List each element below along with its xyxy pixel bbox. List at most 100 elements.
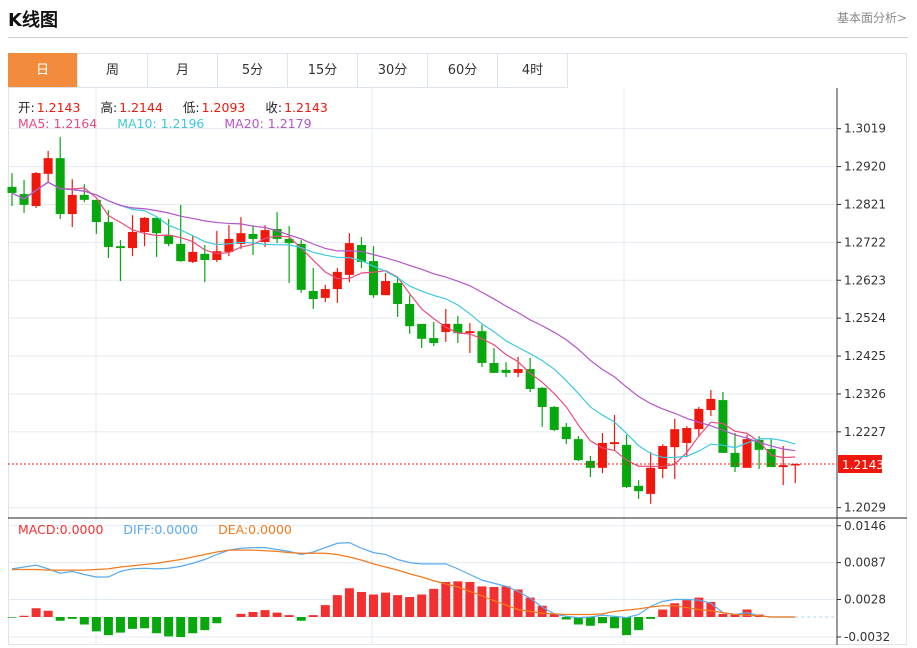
macd-bar (477, 586, 487, 617)
macd-bar (429, 588, 439, 617)
macd-bar (248, 612, 258, 617)
macd-legend: MACD:0.0000 DIFF:0.0000 DEA:0.0000 (18, 522, 294, 537)
candle-down (248, 233, 258, 239)
tab-5min[interactable]: 5分 (218, 53, 288, 88)
macd-bar (176, 617, 186, 637)
candle-down (103, 222, 113, 247)
candle-up (260, 230, 270, 242)
ma10-value: MA10: 1.2196 (117, 116, 205, 131)
macd-bar (344, 588, 354, 617)
macd-bar (682, 600, 692, 617)
current-price-badge (838, 455, 882, 473)
candle-down (55, 158, 65, 215)
candle-up (236, 233, 246, 244)
candle-down (115, 246, 125, 249)
macd-bar (670, 603, 680, 617)
fundamental-analysis-link[interactable]: 基本面分析> (836, 11, 907, 25)
candle-down (356, 245, 366, 262)
candle-down (561, 426, 571, 440)
candle-down (718, 400, 728, 453)
candle-up (441, 323, 451, 332)
candle-down (272, 228, 282, 239)
candle-down (308, 290, 318, 300)
candle-down (164, 235, 174, 244)
candle-up (212, 251, 222, 260)
divider (8, 37, 908, 38)
candle-up (778, 465, 788, 468)
price-tick-label: 1.2722 (844, 235, 886, 249)
candle-up (188, 251, 198, 262)
macd-bar (284, 615, 294, 617)
chart-frame (8, 53, 907, 645)
price-tick-label: 1.2524 (844, 311, 886, 325)
macd-bar (103, 617, 113, 636)
macd-bar (320, 605, 330, 617)
tab-4hour[interactable]: 4时 (498, 53, 568, 88)
price-tick-label: 1.2029 (844, 501, 886, 515)
ma5-line (11, 181, 796, 468)
candle-up (465, 331, 475, 334)
candle-down (622, 444, 632, 487)
macd-bar (417, 594, 427, 617)
macd-bar (573, 617, 583, 625)
macd-bar (561, 617, 571, 620)
ma5-value: MA5: 1.2164 (18, 116, 98, 131)
candle-up (43, 158, 53, 174)
candle-down (429, 338, 439, 344)
candle-up (224, 238, 234, 252)
macd-bar (67, 617, 77, 619)
close-value: 1.2143 (284, 100, 328, 115)
tab-30min[interactable]: 30分 (358, 53, 428, 88)
candle-down (730, 452, 740, 468)
tab-15min[interactable]: 15分 (288, 53, 358, 88)
macd-bar (706, 602, 716, 617)
macd-bar (164, 617, 174, 637)
candle-up (790, 464, 800, 466)
open-label: 开: (18, 100, 35, 115)
macd-bar (658, 609, 668, 617)
tab-week[interactable]: 周 (78, 53, 148, 88)
tab-60min[interactable]: 60分 (428, 53, 498, 88)
macd-bar (501, 586, 511, 617)
ma-legend: MA5: 1.2164 MA10: 1.2196 MA20: 1.2179 (18, 116, 314, 131)
candle-down (79, 194, 89, 200)
price-tick-label: 1.2227 (844, 425, 886, 439)
candle-down (369, 261, 378, 296)
ma20-value: MA20: 1.2179 (224, 116, 312, 131)
macd-bar (272, 612, 282, 617)
candle-down (176, 243, 186, 262)
macd-bar (441, 582, 451, 617)
macd-bar (91, 617, 101, 632)
candle-down (573, 439, 583, 461)
candle-up (670, 429, 680, 448)
macd-value: MACD:0.0000 (18, 522, 104, 537)
candle-up (320, 289, 330, 298)
macd-bar (742, 609, 752, 617)
macd-bar (525, 597, 535, 617)
macd-tick-label: 0.0146 (844, 519, 886, 533)
macd-bar (200, 617, 210, 631)
candle-down (393, 282, 403, 304)
macd-bar (513, 589, 523, 617)
high-label: 高: (100, 100, 118, 115)
candle-up (682, 428, 692, 443)
candle-up (610, 442, 619, 445)
candle-up (694, 408, 704, 430)
macd-bar (115, 617, 125, 633)
macd-bar (634, 617, 644, 631)
macd-bar (152, 617, 162, 634)
candle-down (453, 323, 463, 334)
tab-month[interactable]: 月 (148, 53, 218, 88)
macd-bar (393, 595, 403, 617)
macd-bar (718, 613, 728, 617)
tab-day[interactable]: 日 (8, 53, 78, 88)
macd-bar (19, 615, 29, 617)
price-tick-label: 1.3019 (844, 122, 886, 136)
candle-down (501, 369, 511, 373)
candle-down (585, 460, 595, 468)
low-value: 1.2093 (201, 100, 246, 115)
candle-down (537, 387, 547, 407)
macd-tick-label: 0.0087 (844, 556, 886, 570)
price-tick-label: 1.2920 (844, 160, 886, 174)
